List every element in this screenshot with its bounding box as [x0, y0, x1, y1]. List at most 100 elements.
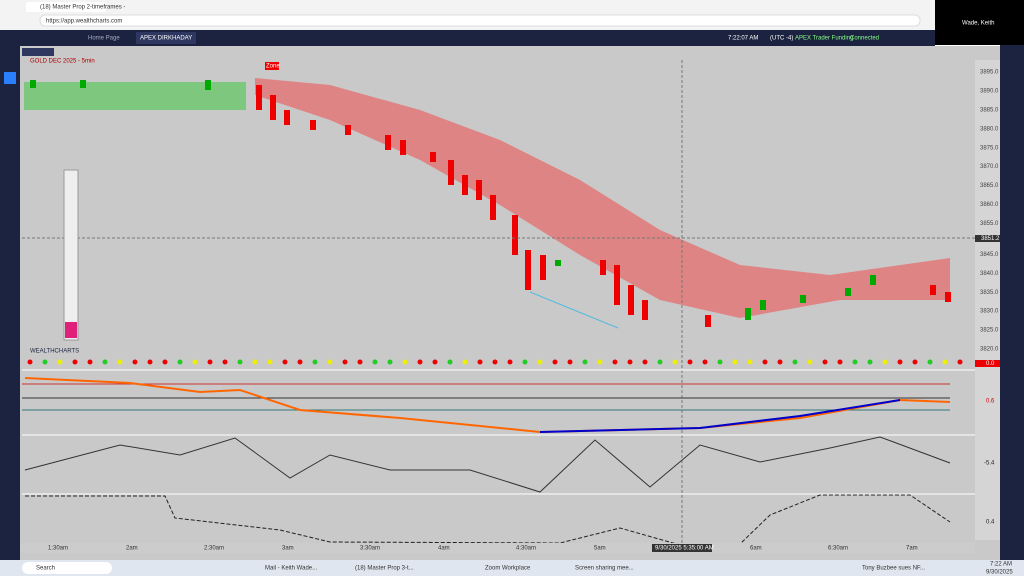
signal-dot	[867, 359, 873, 365]
signal-dot	[342, 359, 348, 365]
signal-dot	[87, 359, 93, 365]
app-header	[0, 30, 935, 46]
signal-dot	[762, 359, 768, 365]
current-price: 3851.2	[981, 236, 1000, 242]
signal-dot	[882, 359, 888, 365]
signal-dot	[852, 359, 858, 365]
signal-dot	[372, 359, 378, 365]
signal-dot	[297, 359, 303, 365]
price-label: 3830.0	[980, 309, 999, 315]
browser-tab[interactable]	[26, 2, 106, 12]
signal-dot	[102, 359, 108, 365]
tray-time: 7:22 AM	[990, 562, 1012, 568]
indicator-value: 0.4	[986, 520, 995, 526]
signal-dot	[717, 359, 723, 365]
signal-dot	[567, 359, 573, 365]
signal-dot	[117, 359, 123, 365]
clock: 7:22:07 AM	[728, 36, 758, 42]
signal-dots	[27, 359, 963, 365]
signal-dot	[612, 359, 618, 365]
signal-dot	[447, 359, 453, 365]
price-label: 3870.0	[980, 164, 999, 170]
signal-dot	[387, 359, 393, 365]
signal-dot	[162, 359, 168, 365]
brand: WEALTHCHARTS	[30, 349, 79, 355]
signal-dot	[222, 359, 228, 365]
time-label: 2am	[126, 546, 138, 552]
app-tab[interactable]: Home Page	[88, 36, 120, 42]
signal-dot	[477, 359, 483, 365]
time-label: 4:30am	[516, 546, 536, 552]
signal-dot	[132, 359, 138, 365]
signal-dot	[552, 359, 558, 365]
signal-dot	[417, 359, 423, 365]
price-labels: 3895.0 3890.0 3885.0 3880.0 3875.0 3870.0 3865…	[980, 70, 999, 353]
price-label: 3895.0	[980, 70, 999, 76]
signal-dot	[72, 359, 78, 365]
signal-dot	[687, 359, 693, 365]
time-axis	[20, 543, 975, 553]
time-label: 5am	[594, 546, 606, 552]
signal-dot	[267, 359, 273, 365]
symbol-chip	[22, 48, 54, 56]
signal-dot	[327, 359, 333, 365]
add-button[interactable]	[4, 72, 16, 84]
time-label: 7am	[906, 546, 918, 552]
indicator-value: 0.6	[986, 399, 995, 405]
signal-dot	[582, 359, 588, 365]
tray-date: 9/30/2025	[986, 570, 1013, 576]
value-bg	[975, 360, 1000, 367]
active-tab-bg	[136, 32, 196, 44]
signal-dot	[837, 359, 843, 365]
current-price-bg	[975, 235, 1000, 242]
signal-dot	[897, 359, 903, 365]
time-label: 3:30am	[360, 546, 380, 552]
price-label: 3855.0	[980, 221, 999, 227]
signal-dot	[807, 359, 813, 365]
crosshair-time: 9/30/2025 5:35:00 AM	[655, 546, 714, 552]
osc-line-blue	[539, 399, 901, 433]
cloud	[255, 78, 950, 318]
symbol: GOLD DEC 2025 - 5min	[30, 59, 95, 65]
price-label: 3845.0	[980, 252, 999, 258]
price-label: 3840.0	[980, 271, 999, 277]
time-labels: 1:30am 2am 2:30am 3am 3:30am 4am 4:30am 5am 6am 6…	[48, 546, 918, 552]
signal-dot	[27, 359, 33, 365]
chart-bg	[20, 46, 1000, 560]
signal-dot	[537, 359, 543, 365]
signal-dot	[507, 359, 513, 365]
signal-dot	[657, 359, 663, 365]
task-item: Screen sharing mee...	[575, 566, 634, 572]
signal-dot	[777, 359, 783, 365]
app-tab[interactable]: APEX DIRKHADAY	[140, 36, 192, 42]
dashed-line	[25, 494, 951, 546]
signal-dot	[522, 359, 528, 365]
task-item: Mail - Keith Wade...	[265, 566, 317, 572]
price-label: 3880.0	[980, 126, 999, 132]
search: Search	[36, 566, 55, 572]
signal-dot	[42, 359, 48, 365]
signal-dot	[57, 359, 63, 365]
signal-dot	[177, 359, 183, 365]
signal-dot	[702, 359, 708, 365]
search-box[interactable]	[22, 562, 112, 574]
task-items: Mail - Keith Wade... (18) Master Prop 3-t…	[265, 566, 634, 572]
time-label: 3am	[282, 546, 294, 552]
trend-line	[529, 291, 619, 329]
signal-dot	[402, 359, 408, 365]
drawing-toolbar[interactable]	[63, 169, 79, 341]
signal-dot	[432, 359, 438, 365]
signal-dot	[912, 359, 918, 365]
signal-dot	[942, 359, 948, 365]
tab-title: (18) Master Prop 2-timeframes -	[40, 5, 125, 11]
task-item: (18) Master Prop 3-t...	[355, 566, 414, 572]
address-bar[interactable]	[39, 14, 921, 27]
user-box	[935, 0, 1024, 45]
signal-dot	[732, 359, 738, 365]
signal-dot	[927, 359, 933, 365]
signal-dot	[792, 359, 798, 365]
price-label: 3865.0	[980, 183, 999, 189]
color-swatch[interactable]	[65, 322, 77, 338]
signal-dot	[207, 359, 213, 365]
crosshair-time-bg	[652, 544, 712, 552]
